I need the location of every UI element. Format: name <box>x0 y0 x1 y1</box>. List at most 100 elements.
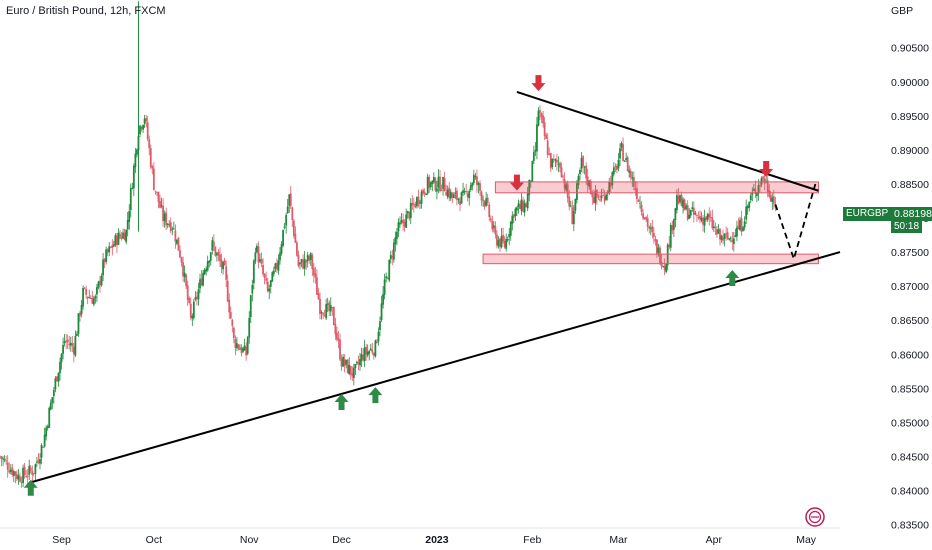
candle-body <box>286 206 289 214</box>
candle-body <box>102 259 104 276</box>
candle-body <box>8 470 11 473</box>
candle-body <box>363 347 366 361</box>
projection-path <box>774 183 817 262</box>
candle-body <box>688 214 691 219</box>
candle-body <box>306 255 309 262</box>
candle-body <box>396 231 398 239</box>
candle-body <box>383 279 386 295</box>
candle-body <box>160 205 163 207</box>
candle-body <box>483 201 486 207</box>
candle-body <box>546 140 549 155</box>
candle-body <box>536 124 538 152</box>
candle-body <box>636 188 638 200</box>
candle-body <box>332 307 335 326</box>
candle-body <box>645 217 648 220</box>
candle-body <box>511 215 514 224</box>
candle-body <box>657 247 660 253</box>
candle-body <box>337 338 340 341</box>
arrow-up-icon <box>334 393 349 410</box>
candle-body <box>611 172 614 186</box>
candle-body <box>580 157 583 169</box>
candle-body <box>329 305 332 312</box>
candle-body <box>737 225 740 230</box>
candle-body <box>320 312 323 313</box>
candle-body <box>756 192 758 196</box>
candle-body <box>282 229 284 246</box>
candle-body <box>525 203 528 208</box>
candle-body <box>528 179 531 196</box>
candle-body <box>485 198 488 206</box>
candle-body <box>492 225 495 228</box>
candle-body <box>417 196 420 205</box>
candle-body <box>185 274 188 287</box>
candle-body <box>129 188 132 211</box>
candle-body <box>192 301 195 318</box>
candle-body <box>523 203 526 213</box>
candle-body <box>391 256 394 258</box>
candle-body <box>465 191 468 192</box>
candle-body <box>412 203 415 205</box>
candle-body <box>166 223 169 225</box>
candle-body <box>711 217 714 229</box>
candle-body <box>260 259 263 264</box>
candle-body <box>285 214 288 226</box>
candle-body <box>148 139 151 149</box>
candle-body <box>37 460 40 463</box>
candle-body <box>639 202 641 204</box>
candle-body <box>99 280 101 285</box>
candle-body <box>428 177 431 188</box>
candle-body <box>265 278 268 281</box>
candle-body <box>442 176 444 189</box>
candle-body <box>72 346 75 355</box>
candle-body <box>616 165 618 170</box>
candle-body <box>471 183 474 187</box>
candle-body <box>51 397 54 404</box>
candle-body <box>114 235 117 245</box>
candle-body <box>157 191 160 202</box>
y-tick-label: 0.88500 <box>891 179 929 191</box>
candle-body <box>179 250 181 258</box>
candle-body <box>489 218 492 221</box>
candle-body <box>728 238 731 240</box>
arrow-up-icon <box>368 387 383 404</box>
candle-body <box>666 244 669 266</box>
candle-body <box>297 254 300 267</box>
candle-body <box>20 482 23 483</box>
x-tick-label: Apr <box>706 534 723 546</box>
candle-body <box>372 353 375 356</box>
candle-body <box>568 196 571 207</box>
candle-body <box>665 263 668 273</box>
candle-body <box>131 187 134 189</box>
candle-body <box>3 459 6 461</box>
x-axis[interactable]: Sep Oct Nov Dec 2023 Feb Mar Apr May <box>52 534 817 546</box>
y-tick-label: 0.90000 <box>891 77 929 89</box>
candle-body <box>729 237 732 239</box>
candle-body <box>768 190 771 197</box>
candle-body <box>529 180 532 182</box>
candle-body <box>696 215 698 216</box>
candle-body <box>276 263 278 269</box>
candle-body <box>212 241 215 247</box>
y-tick-label: 0.83500 <box>891 520 929 532</box>
candle-body <box>676 195 678 211</box>
candle-body <box>19 476 21 482</box>
candle-body <box>592 197 595 204</box>
candle-body <box>374 340 377 357</box>
candle-body <box>602 195 604 196</box>
candle-body <box>369 348 372 351</box>
candle-body <box>479 183 481 191</box>
candle-body <box>643 217 646 220</box>
candle-body <box>63 341 66 344</box>
candle-body <box>314 273 317 278</box>
candle-body <box>414 203 417 208</box>
candle-body <box>125 229 128 242</box>
candle-body <box>482 199 484 201</box>
y-axis[interactable]: 0.905000.900000.895000.890000.885000.880… <box>891 43 929 532</box>
candle-body <box>626 157 629 172</box>
candle-body <box>239 348 241 350</box>
candle-body <box>309 253 312 260</box>
candle-body <box>191 315 194 319</box>
candle-body <box>762 176 764 179</box>
candle-body <box>543 122 546 136</box>
